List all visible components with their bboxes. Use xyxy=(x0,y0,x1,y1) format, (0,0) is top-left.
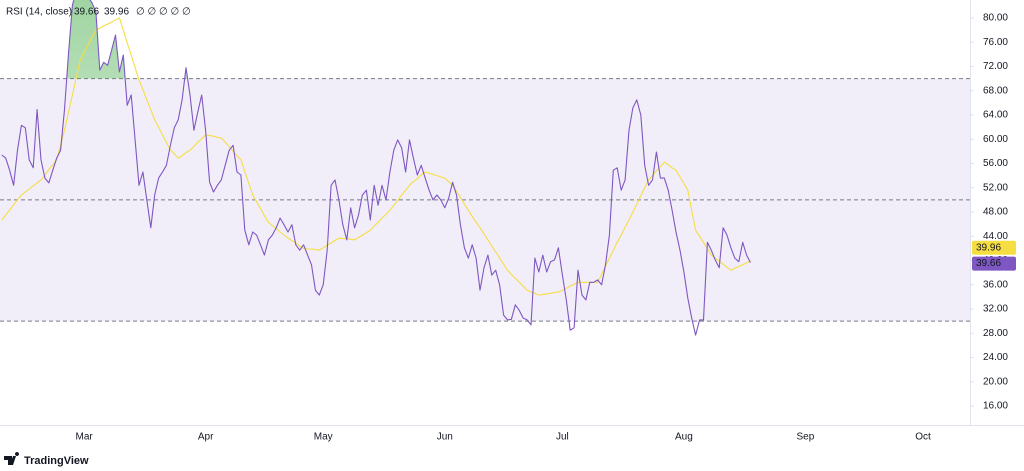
x-tick-label: May xyxy=(314,432,333,443)
y-tick-label: 16.00 xyxy=(983,401,1008,412)
y-tick-label: 60.00 xyxy=(983,134,1008,145)
logo-icon xyxy=(4,452,20,465)
logo-text: TradingView xyxy=(24,455,89,467)
y-tick-label: 52.00 xyxy=(983,182,1008,193)
y-tick-label: 76.00 xyxy=(983,37,1008,48)
last-value-tag xyxy=(972,256,1016,271)
y-tick-label: 24.00 xyxy=(983,352,1008,363)
last-value-tag xyxy=(972,240,1016,255)
plot-area xyxy=(0,0,970,336)
y-tick-label: 44.00 xyxy=(983,231,1008,242)
y-tick-label: 80.00 xyxy=(983,13,1008,24)
last-value-label: 39.66 xyxy=(976,258,1001,269)
y-tick-label: 72.00 xyxy=(983,61,1008,72)
header-symbols: ∅ ∅ ∅ ∅ ∅ xyxy=(136,7,191,18)
x-tick-label: Sep xyxy=(797,432,815,443)
y-tick-label: 56.00 xyxy=(983,158,1008,169)
legend-header: RSI (14, close) 39.66 39.96 ∅ ∅ ∅ ∅ ∅ xyxy=(6,7,191,18)
watermark: TradingView xyxy=(4,452,89,467)
x-tick-label: Jun xyxy=(437,432,453,443)
x-tick-label: Aug xyxy=(675,432,693,443)
last-value-label: 39.96 xyxy=(976,242,1001,253)
y-tick-label: 64.00 xyxy=(983,110,1008,121)
x-tick-label: Jul xyxy=(556,432,569,443)
ma-line xyxy=(1,17,751,296)
y-tick-label: 32.00 xyxy=(983,304,1008,315)
x-tick-label: Oct xyxy=(915,432,931,443)
y-tick-label: 36.00 xyxy=(983,279,1008,290)
y-tick-label: 28.00 xyxy=(983,328,1008,339)
y-tick-label: 48.00 xyxy=(983,207,1008,218)
rsi-value: 39.66 xyxy=(74,7,99,18)
x-tick-label: Mar xyxy=(76,432,94,443)
overbought-fill xyxy=(66,0,188,79)
rsi-line xyxy=(1,0,751,336)
x-tick-label: Apr xyxy=(198,432,214,443)
y-tick-label: 68.00 xyxy=(983,85,1008,96)
ma-value: 39.96 xyxy=(104,7,129,18)
y-tick-label: 20.00 xyxy=(983,376,1008,387)
indicator-title: RSI (14, close) xyxy=(6,7,72,18)
axes: 16.0020.0024.0028.0032.0036.0040.0044.00… xyxy=(76,13,1016,443)
